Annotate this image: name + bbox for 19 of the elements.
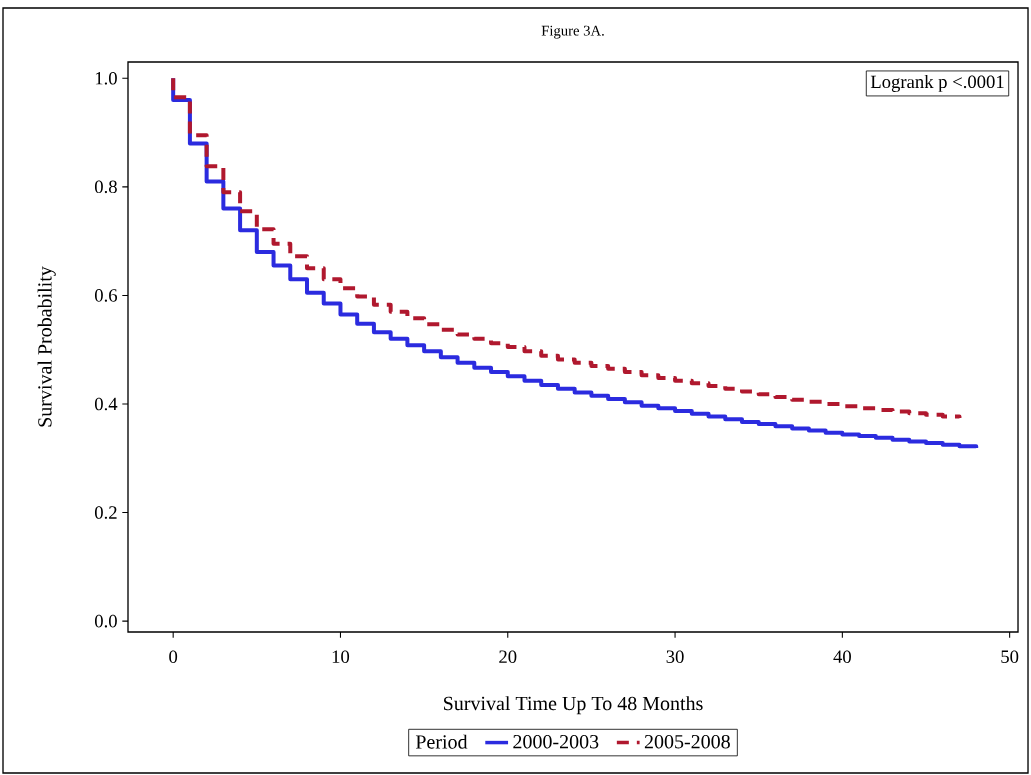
x-tick-label: 50 — [1001, 650, 1019, 664]
y-tick-label: 0.6 — [94, 289, 118, 302]
x-tick-label: 10 — [332, 650, 350, 664]
y-tick-label: 0.2 — [94, 506, 117, 519]
chart-title: Figure 3A. — [541, 25, 604, 39]
x-tick-label: 30 — [666, 650, 684, 664]
y-axis-title: Survival Probability — [37, 266, 56, 427]
x-axis-title: Survival Time Up To 48 Months — [444, 696, 703, 715]
legend-label: 2005-2008 — [644, 734, 730, 749]
y-tick-label: 0.8 — [94, 180, 117, 194]
x-tick-label: 40 — [833, 650, 851, 664]
y-tick-label: 1.0 — [95, 71, 117, 85]
y-tick-label: 0.0 — [94, 614, 117, 628]
y-tick-label: 0.4 — [94, 397, 118, 411]
legend-title: Period — [415, 734, 468, 749]
x-tick-label: 20 — [499, 650, 517, 664]
legend-label: 2000-2003 — [513, 734, 599, 749]
annotation: Logrank p <.0001 — [870, 74, 1004, 92]
x-tick-label: 0 — [169, 650, 178, 664]
